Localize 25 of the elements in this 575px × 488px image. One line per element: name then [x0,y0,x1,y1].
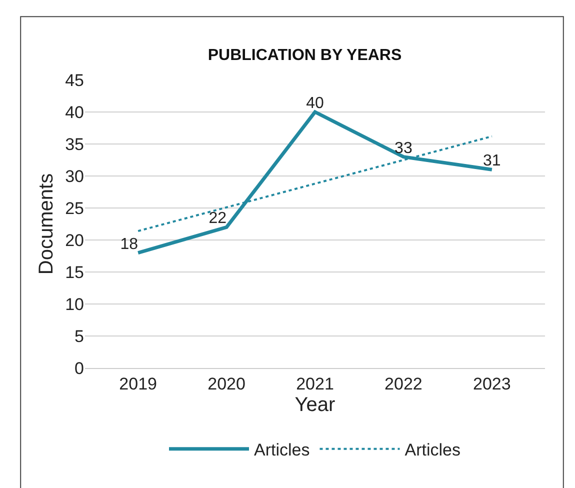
legend-label: Articles [254,440,310,460]
y-tick-label: 20 [65,230,84,250]
y-tick-label: 5 [74,326,84,346]
y-tick-label: 45 [65,70,84,90]
y-axis-title: Documents [36,173,58,275]
x-tick-label: 2022 [384,374,422,394]
x-tick-label: 2019 [119,374,157,394]
y-tick-label: 25 [65,198,84,218]
y-tick-label: 10 [65,294,84,314]
chart-title: PUBLICATION BY YEARS [208,47,402,64]
x-tick-label: 2023 [473,374,511,394]
legend-label: Articles [404,440,460,460]
x-axis-title: Year [294,394,336,416]
y-tick-label: 0 [74,358,84,378]
x-tick-label: 2020 [208,374,246,394]
y-tick-label: 35 [65,134,84,154]
x-tick-label: 2021 [296,374,334,394]
y-tick-label: 30 [65,166,84,186]
y-tick-label: 40 [65,102,84,122]
data-label: 40 [306,95,324,112]
data-label: 31 [483,152,501,170]
data-label: 33 [394,140,412,157]
data-label: 22 [208,210,227,228]
data-label: 18 [120,236,138,253]
y-tick-label: 15 [65,262,84,282]
